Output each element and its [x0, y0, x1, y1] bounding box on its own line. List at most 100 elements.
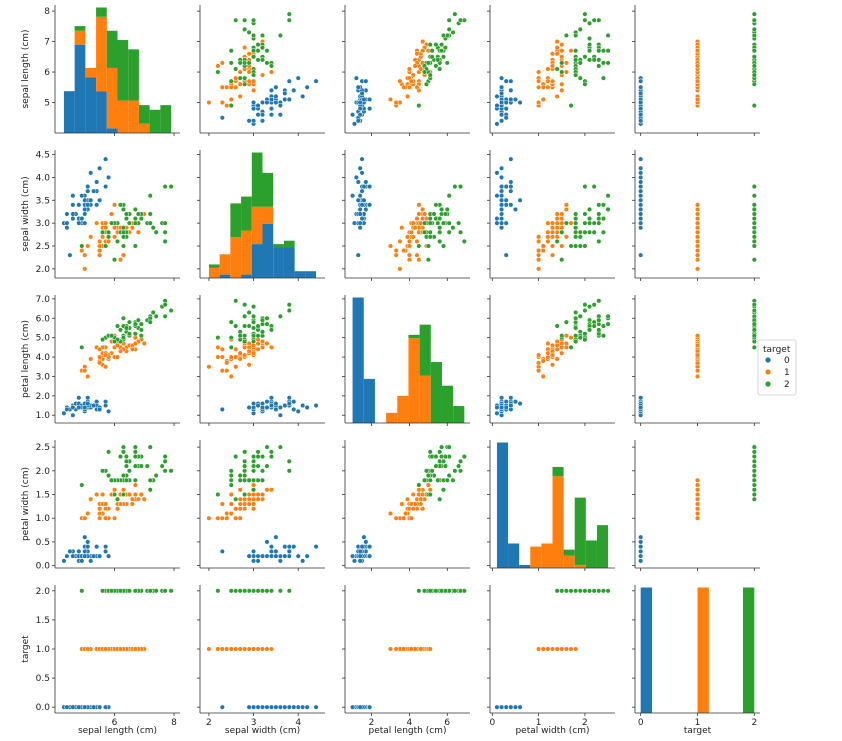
scatter-point-0 [85, 188, 91, 194]
y-tick-label: 1.5 [36, 491, 50, 501]
scatter-point-1 [536, 252, 542, 258]
hist-bar-sepal-2-3 [96, 7, 107, 17]
scatter-point-2 [605, 32, 611, 39]
scatter-point-0 [508, 96, 514, 103]
scatter-point-2 [596, 298, 602, 304]
scatter-point-1 [401, 248, 407, 254]
scatter-point-2 [452, 468, 458, 474]
scatter-point-2 [559, 257, 565, 263]
scatter-point-1 [132, 340, 138, 347]
scatter-point-1 [406, 84, 412, 90]
scatter-point-2 [114, 323, 121, 329]
scatter-point-2 [233, 17, 239, 23]
scatter-point-0 [503, 220, 509, 226]
scatter-point-2 [286, 17, 292, 23]
scatter-point-1 [233, 646, 239, 652]
scatter-point-2 [251, 338, 257, 345]
scatter-point-2 [237, 333, 243, 339]
scatter-point-2 [162, 302, 168, 308]
scatter-point-0 [282, 96, 288, 103]
scatter-point-1 [559, 42, 565, 48]
scatter-point-1 [540, 84, 546, 90]
scatter-point-1 [268, 69, 274, 75]
scatter-point-2 [446, 444, 452, 450]
scatter-point-2 [751, 473, 757, 479]
scatter-point-0 [363, 179, 369, 185]
scatter-point-2 [242, 468, 248, 474]
y-tick-label: 3.0 [36, 219, 51, 229]
scatter-point-0 [499, 193, 505, 199]
scatter-point-2 [440, 243, 447, 249]
scatter-point-2 [751, 32, 757, 39]
scatter-point-1 [237, 69, 243, 75]
scatter-point-2 [577, 243, 583, 249]
scatter-point-2 [596, 63, 602, 69]
scatter-point-1 [251, 87, 257, 93]
scatter-point-0 [88, 197, 94, 203]
scatter-point-1 [103, 646, 109, 652]
scatter-point-1 [117, 646, 124, 652]
scatter-point-0 [494, 93, 500, 99]
scatter-point-0 [638, 174, 644, 180]
scatter-point-2 [554, 588, 560, 594]
scatter-point-2 [114, 496, 121, 502]
scatter-point-1 [129, 496, 135, 502]
scatter-point-0 [359, 188, 365, 194]
scatter-point-1 [554, 45, 560, 51]
x-tick-label: 0 [489, 718, 495, 728]
scatter-point-1 [228, 510, 234, 517]
scatter-point-1 [97, 248, 103, 254]
scatter-point-0 [494, 193, 500, 199]
legend-box [757, 339, 797, 396]
x-tick-label: 1 [536, 718, 542, 728]
scatter-point-2 [596, 202, 602, 208]
scatter-point-1 [694, 477, 701, 483]
scatter-point-0 [357, 112, 363, 118]
scatter-point-0 [251, 558, 257, 564]
scatter-point-0 [638, 216, 644, 222]
y-tick-label: 2.5 [36, 443, 50, 453]
scatter-point-0 [295, 408, 301, 414]
scatter-point-2 [168, 184, 174, 190]
scatter-point-0 [499, 704, 505, 710]
scatter-point-1 [420, 491, 426, 498]
scatter-point-2 [237, 60, 243, 66]
scatter-point-1 [97, 506, 103, 512]
scatter-point-2 [251, 477, 257, 483]
scatter-point-2 [751, 321, 757, 327]
scatter-point-0 [638, 544, 644, 550]
scatter-point-2 [600, 48, 606, 54]
x-tick-label: 0 [638, 718, 644, 728]
scatter-point-1 [132, 646, 138, 652]
scatter-point-1 [228, 646, 234, 652]
scatter-point-0 [255, 103, 261, 109]
scatter-point-2 [457, 184, 464, 190]
scatter-point-2 [425, 473, 431, 479]
scatter-point-0 [512, 399, 519, 405]
scatter-point-0 [106, 174, 112, 180]
scatter-point-2 [246, 29, 252, 35]
scatter-point-2 [242, 313, 248, 319]
scatter-point-2 [100, 468, 106, 474]
scatter-point-0 [367, 202, 373, 208]
scatter-point-2 [437, 66, 443, 72]
scatter-point-0 [97, 165, 103, 171]
scatter-point-1 [114, 506, 121, 512]
scatter-point-1 [215, 344, 221, 350]
scatter-point-2 [751, 48, 757, 54]
scatter-point-0 [350, 112, 356, 118]
scatter-point-1 [536, 360, 542, 366]
scatter-point-1 [85, 243, 91, 249]
scatter-point-0 [499, 75, 505, 81]
hist-bar-sepal-0-9 [305, 271, 317, 278]
scatter-point-2 [596, 317, 602, 323]
scatter-point-1 [545, 350, 551, 356]
scatter-point-1 [406, 257, 412, 263]
scatter-point-1 [141, 496, 147, 502]
scatter-point-1 [554, 220, 560, 226]
y-tick-label: 4.5 [36, 151, 50, 161]
scatter-point-0 [638, 206, 644, 212]
scatter-point-2 [573, 57, 579, 63]
scatter-point-2 [450, 29, 456, 35]
scatter-point-0 [88, 170, 94, 176]
